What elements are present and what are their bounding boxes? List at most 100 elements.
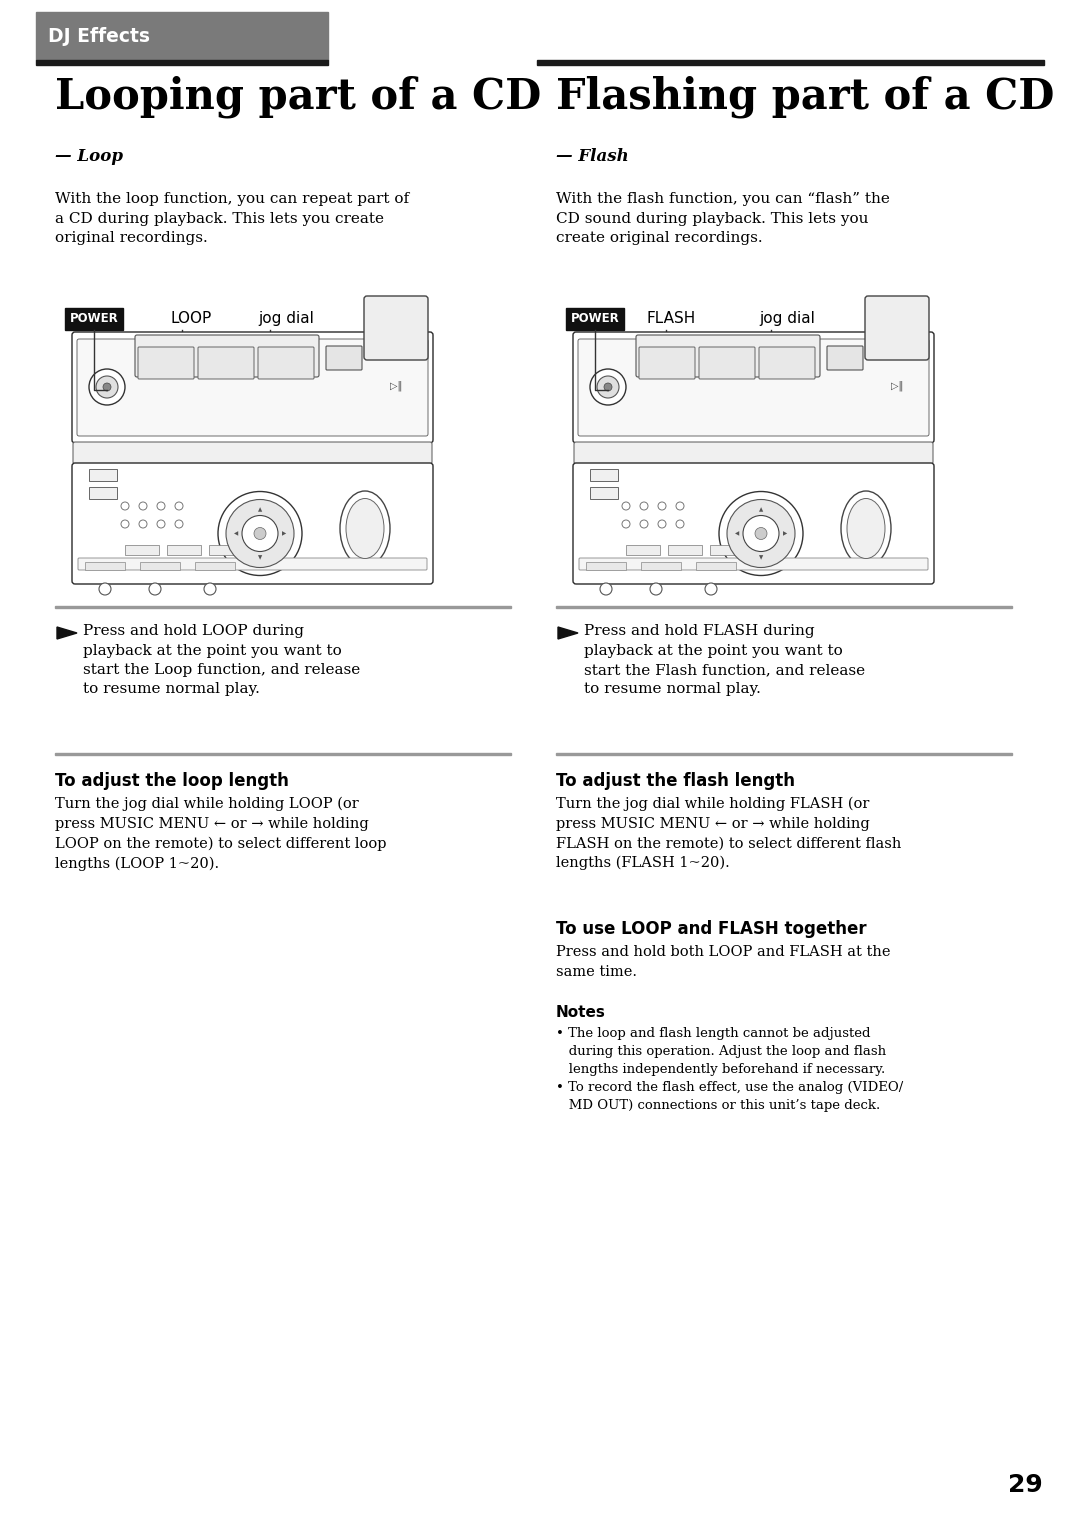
FancyBboxPatch shape	[135, 336, 319, 377]
Circle shape	[640, 520, 648, 527]
Bar	[89, 469, 117, 481]
Bar	[752, 546, 786, 555]
Bar	[89, 487, 117, 500]
Bar	[586, 563, 626, 570]
Text: ▼: ▼	[759, 555, 764, 560]
Bar	[669, 546, 702, 555]
Bar	[251, 546, 285, 555]
Circle shape	[743, 515, 779, 552]
Bar	[696, 563, 735, 570]
Text: POWER: POWER	[69, 313, 119, 325]
Bar	[65, 308, 123, 330]
Ellipse shape	[847, 498, 885, 558]
Circle shape	[650, 583, 662, 595]
FancyBboxPatch shape	[73, 442, 432, 464]
Bar	[638, 346, 680, 357]
Circle shape	[99, 583, 111, 595]
Circle shape	[719, 492, 804, 575]
Circle shape	[157, 520, 165, 527]
Bar	[556, 753, 1012, 754]
FancyBboxPatch shape	[639, 346, 696, 379]
Text: ◀: ◀	[734, 530, 739, 537]
Text: ▶: ▶	[282, 530, 286, 537]
Circle shape	[121, 520, 129, 527]
FancyBboxPatch shape	[636, 336, 820, 377]
Bar	[125, 546, 159, 555]
FancyBboxPatch shape	[865, 296, 929, 360]
Polygon shape	[57, 627, 77, 639]
Text: Looping part of a CD: Looping part of a CD	[55, 75, 541, 118]
Circle shape	[640, 501, 648, 510]
FancyBboxPatch shape	[573, 463, 934, 584]
Ellipse shape	[340, 491, 390, 566]
Polygon shape	[558, 627, 578, 639]
FancyBboxPatch shape	[72, 333, 433, 443]
FancyBboxPatch shape	[72, 463, 433, 584]
FancyBboxPatch shape	[138, 346, 194, 379]
Bar	[210, 546, 243, 555]
Circle shape	[149, 583, 161, 595]
FancyBboxPatch shape	[364, 296, 428, 360]
Circle shape	[590, 369, 626, 405]
Bar	[556, 606, 1012, 609]
FancyBboxPatch shape	[759, 346, 815, 379]
Circle shape	[103, 383, 111, 391]
Circle shape	[157, 501, 165, 510]
Text: ▲: ▲	[258, 507, 262, 512]
Circle shape	[89, 369, 125, 405]
Text: With the loop function, you can repeat part of
a CD during playback. This lets y: With the loop function, you can repeat p…	[55, 192, 409, 245]
Circle shape	[139, 520, 147, 527]
Text: ▷‖: ▷‖	[390, 380, 402, 391]
Circle shape	[96, 376, 118, 399]
Bar	[590, 469, 618, 481]
Circle shape	[597, 376, 619, 399]
Text: ▲: ▲	[759, 507, 764, 512]
Text: With the flash function, you can “flash” the
CD sound during playback. This lets: With the flash function, you can “flash”…	[556, 192, 890, 245]
Bar	[36, 60, 328, 64]
Text: Press and hold both LOOP and FLASH at the
same time.: Press and hold both LOOP and FLASH at th…	[556, 944, 891, 978]
Bar	[642, 563, 681, 570]
Circle shape	[242, 515, 278, 552]
Text: — Loop: — Loop	[55, 149, 123, 166]
Bar	[167, 546, 201, 555]
Text: To adjust the flash length: To adjust the flash length	[556, 773, 795, 789]
Bar	[195, 563, 235, 570]
Circle shape	[218, 492, 302, 575]
Circle shape	[676, 520, 684, 527]
Circle shape	[139, 501, 147, 510]
Text: Flashing part of a CD: Flashing part of a CD	[556, 75, 1054, 118]
Circle shape	[658, 501, 666, 510]
Text: LOOP: LOOP	[170, 311, 212, 327]
Text: To use LOOP and FLASH together: To use LOOP and FLASH together	[556, 920, 866, 938]
Circle shape	[604, 383, 612, 391]
Text: To adjust the loop length: To adjust the loop length	[55, 773, 288, 789]
FancyBboxPatch shape	[699, 346, 755, 379]
Text: FLASH: FLASH	[646, 311, 696, 327]
FancyBboxPatch shape	[827, 346, 863, 369]
Bar	[566, 308, 624, 330]
Bar	[137, 346, 179, 357]
Circle shape	[204, 583, 216, 595]
FancyBboxPatch shape	[78, 558, 427, 570]
Text: Notes: Notes	[556, 1006, 606, 1019]
Circle shape	[705, 583, 717, 595]
FancyBboxPatch shape	[579, 558, 928, 570]
Circle shape	[755, 527, 767, 540]
FancyBboxPatch shape	[258, 346, 314, 379]
Text: jog dial: jog dial	[258, 311, 314, 327]
Text: DJ Effects: DJ Effects	[48, 28, 150, 46]
Text: Turn the jog dial while holding LOOP (or
press MUSIC MENU ← or → while holding
L: Turn the jog dial while holding LOOP (or…	[55, 797, 387, 871]
Bar	[55, 753, 511, 754]
Circle shape	[175, 520, 183, 527]
FancyBboxPatch shape	[326, 346, 362, 369]
FancyBboxPatch shape	[77, 339, 428, 435]
Circle shape	[121, 501, 129, 510]
Bar	[140, 563, 180, 570]
Bar	[626, 546, 660, 555]
Text: Press and hold LOOP during
playback at the point you want to
start the Loop func: Press and hold LOOP during playback at t…	[83, 624, 361, 696]
Circle shape	[658, 520, 666, 527]
Circle shape	[254, 527, 266, 540]
Text: ◀: ◀	[234, 530, 238, 537]
Ellipse shape	[346, 498, 384, 558]
Circle shape	[226, 500, 294, 567]
